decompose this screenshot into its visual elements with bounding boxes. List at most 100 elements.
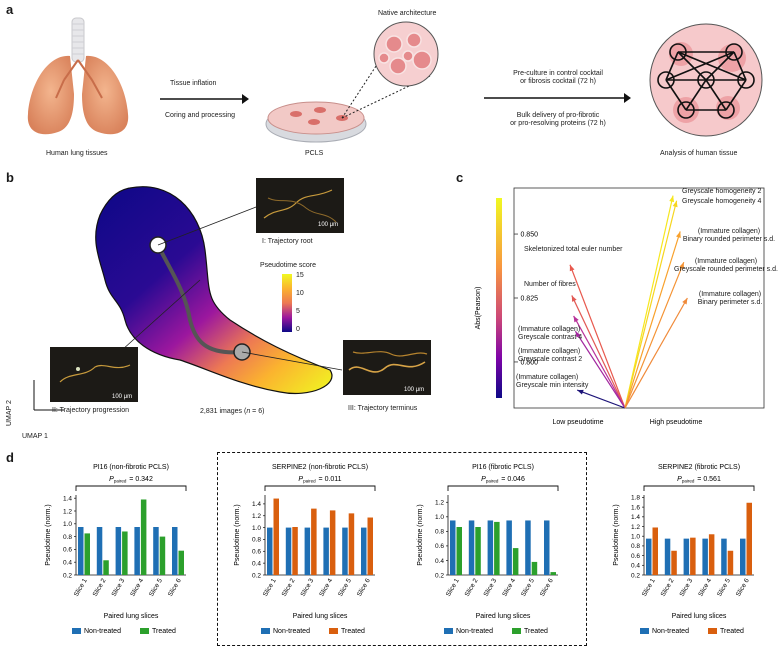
bar-non-treated [702, 538, 708, 575]
bar-chart-3: PI16 (fibrotic PCLS) Ppaired = 0.046 1.2 1.… [417, 464, 559, 635]
bar-non-treated [134, 527, 140, 575]
bar-non-treated [361, 527, 367, 575]
y-tick-label: 0.4 [252, 560, 261, 567]
bar-treated [367, 517, 373, 575]
panel-c-feature-arrow [576, 389, 626, 409]
legend-swatch-non-treated [640, 628, 649, 634]
step2-line4: or pro-resolving proteins (72 h) [510, 120, 606, 127]
x-tick-label: Slice 6 [539, 577, 555, 598]
p-symbol: P [109, 476, 114, 483]
label-gc2-prefix: (Immature collagen) [518, 348, 581, 355]
x-tick-label: Slice 6 [167, 577, 183, 598]
p-value: = 0.561 [695, 476, 721, 483]
y-tick-label: 1.2 [631, 524, 640, 531]
significance-bracket [643, 485, 755, 491]
bar-non-treated [721, 538, 727, 575]
x-tick-label: Slice 2 [464, 577, 480, 598]
legend-treated: Treated [524, 628, 548, 635]
scale-bar-root: 100 μm [318, 222, 339, 228]
panel-b-letter: b [6, 170, 14, 185]
bar-treated [292, 527, 298, 575]
bar-treated [103, 560, 109, 575]
bar-chart-title: PI16 (fibrotic PCLS) [472, 464, 534, 471]
y-tick-label: 1.4 [252, 501, 261, 508]
bar-non-treated [267, 527, 273, 575]
p-value: = 0.342 [127, 476, 153, 483]
bar-non-treated [664, 538, 671, 575]
p-value-label: Ppaired = 0.011 [298, 476, 341, 484]
lungs-illustration [27, 17, 129, 135]
colorbar [282, 274, 292, 332]
bar-treated [329, 510, 336, 575]
coring-text: Coring and processing [165, 112, 236, 119]
bar-non-treated [172, 527, 178, 575]
y-tick-label: 1.0 [63, 521, 72, 528]
y-tick-label: 0.4 [435, 558, 444, 565]
bar-treated [746, 502, 752, 575]
x-tick-label: Slice 1 [73, 577, 89, 598]
colorbar-tick-15: 15 [296, 272, 304, 279]
bar-treated [550, 572, 556, 575]
step2-line1: Pre-culture in control cocktail [513, 70, 603, 77]
bar-non-treated [285, 527, 292, 575]
bar-non-treated [115, 527, 122, 575]
label-brp-group: (Immature collagen) Binary rounded perime… [676, 228, 782, 244]
panel-c-arrowhead [569, 264, 575, 272]
bar-chart-title: PI16 (non-fibrotic PCLS) [93, 464, 169, 471]
bar-non-treated [450, 520, 456, 575]
bar-treated [671, 550, 677, 575]
y-tick-label: 0.2 [63, 572, 72, 579]
y-tick-label: 0.2 [435, 572, 444, 579]
panel-c-arrowhead [679, 262, 684, 269]
bar-chart-1: PI16 (non-fibrotic PCLS) Ppaired = 0.342 1… [45, 464, 187, 635]
trajectory-root-label: I: Trajectory root [262, 238, 313, 245]
pcls-label: PCLS [305, 150, 324, 157]
y-tick-label: 0.2 [631, 572, 640, 579]
inset-root-image [256, 178, 344, 233]
bar-non-treated [544, 520, 550, 575]
panel-c-arrowhead [676, 231, 681, 238]
label-bp-prefix: (Immature collagen) [698, 291, 762, 298]
y-tick-label: 0.6 [631, 553, 640, 560]
scale-bar-progression: 100 μm [112, 394, 133, 400]
p-subscript: paired [303, 479, 316, 484]
legend-swatch-non-treated [261, 628, 270, 634]
significance-bracket [75, 485, 187, 491]
x-tick-label: Slice 5 [520, 577, 536, 598]
y-tick-label: 0.6 [435, 543, 444, 550]
y-tick-label: 1.6 [631, 504, 640, 511]
x-tick-label: Slice 4 [501, 577, 517, 598]
bar-treated [494, 521, 500, 575]
y-tick-label: 0.2 [252, 572, 261, 579]
umap2-axis-text: UMAP 2 [6, 400, 13, 426]
label-gh2: Greyscale homogeneity 2 [682, 188, 762, 195]
panel-c-ytick-label: 0.800 [520, 359, 538, 366]
x-tick-label: Slice 3 [111, 577, 127, 598]
panel-c-arrowhead [573, 315, 579, 323]
panel-c-arrowhead [575, 331, 581, 338]
label-grp-group: (Immature collagen) Greyscale rounded per… [670, 258, 782, 274]
bar-non-treated [153, 527, 159, 575]
y-tick-label: 0.8 [252, 537, 261, 544]
label-grp: Greyscale rounded perimeter s.d. [674, 266, 778, 273]
x-axis-label: Paired lung slices [476, 613, 531, 620]
bar-treated [512, 548, 519, 575]
bar-treated [348, 513, 355, 575]
y-tick-label: 1.0 [435, 514, 444, 521]
label-bp: Binary perimeter s.d. [697, 299, 763, 306]
x-tick-label: Slice 3 [483, 577, 499, 598]
arrow-2 [484, 93, 631, 103]
panel-d-letter: d [6, 450, 14, 465]
panel-c-chart: 0.850 0.825 0.800 Abs(Pearson) Low pseudot… [475, 187, 765, 426]
y-tick-label: 0.4 [631, 563, 640, 570]
label-gh4: Greyscale homogeneity 4 [682, 198, 762, 205]
bar-treated [708, 534, 715, 575]
legend-swatch-treated [140, 628, 149, 634]
y-tick-label: 1.2 [252, 513, 261, 520]
y-tick-label: 0.8 [631, 543, 640, 550]
label-brp: Binary rounded perimeter s.d. [682, 236, 776, 243]
bar-non-treated [646, 538, 652, 575]
bar-treated [456, 527, 462, 575]
legend-swatch-non-treated [444, 628, 453, 634]
p-symbol: P [677, 476, 682, 483]
